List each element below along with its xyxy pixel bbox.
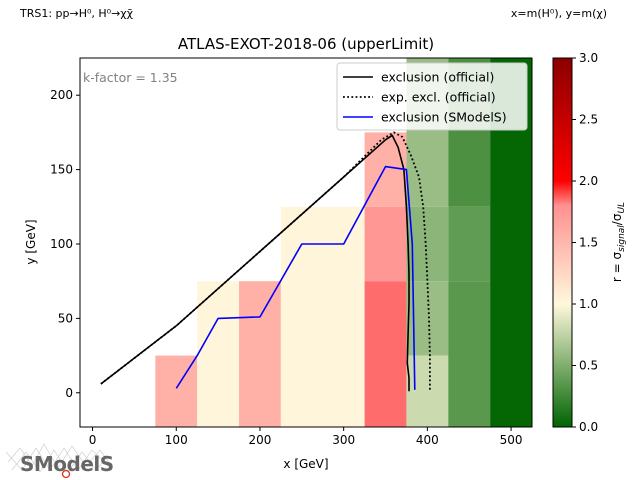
heatmap-cell <box>364 206 407 282</box>
x-tick-label: 200 <box>249 433 272 447</box>
legend: exclusion (official) exp. excl. (officia… <box>336 62 528 131</box>
x-tick-label: 400 <box>416 433 439 447</box>
logo-text: SModelS <box>20 452 114 476</box>
colorbar-ticks: 0.0 0.5 1.0 1.5 2.0 2.5 3.0 <box>572 51 598 434</box>
y-tick-label: 150 <box>50 163 73 177</box>
exclusion-smodels-line <box>175 165 416 390</box>
legend-label-official: exclusion (official) <box>381 70 494 85</box>
legend-label-expected: exp. excl. (official) <box>381 90 496 105</box>
heatmap-cell <box>280 206 365 427</box>
exclusion-curves <box>100 131 431 392</box>
heatmap-cell <box>197 281 240 427</box>
y-tick-label: 100 <box>50 237 73 251</box>
chart-title: ATLAS-EXOT-2018-06 (upperLimit) <box>178 35 434 53</box>
x-axis-ticks: 0 100 200 300 400 500 <box>89 427 523 447</box>
colorbar-tick-label: 0.5 <box>579 359 598 373</box>
x-tick-label: 0 <box>89 433 97 447</box>
axes-note: x=m(H⁰), y=m(χ) <box>511 7 607 20</box>
heatmap-cell <box>448 281 491 427</box>
y-tick-label: 0 <box>65 386 73 400</box>
y-axis-label: y [GeV] <box>24 219 38 264</box>
x-axis-label: x [GeV] <box>283 457 328 471</box>
plot-frame <box>79 57 533 428</box>
exclusion-official-line <box>100 134 410 392</box>
heatmap-cell <box>364 281 407 427</box>
heatmap-cell <box>448 206 491 282</box>
colorbar-tick-label: 1.5 <box>579 236 598 250</box>
logo-mark <box>61 469 71 479</box>
k-factor-annotation: k-factor = 1.35 <box>83 70 178 85</box>
process-label: TRS1: pp→H⁰, H⁰→χχ̄ <box>19 7 134 20</box>
expected-exclusion-line <box>100 131 431 390</box>
legend-box <box>336 62 528 131</box>
colorbar-tick-label: 2.0 <box>579 174 598 188</box>
colorbar-label: r = σsignal/σUL <box>610 202 627 282</box>
smodels-logo: SModelS <box>5 443 114 479</box>
x-tick-label: 500 <box>500 433 523 447</box>
x-tick-label: 100 <box>165 433 188 447</box>
y-axis-ticks: 0 50 100 150 200 <box>50 88 80 400</box>
colorbar-tick-label: 1.0 <box>579 297 598 311</box>
colorbar <box>552 57 573 428</box>
heatmap-cell <box>239 281 281 427</box>
y-tick-label: 200 <box>50 88 73 102</box>
colorbar-tick-label: 0.0 <box>579 420 598 434</box>
colorbar-tick-label: 3.0 <box>579 51 598 65</box>
colorbar-tick-label: 2.5 <box>579 113 598 127</box>
x-tick-label: 300 <box>332 433 355 447</box>
heatmap-cell <box>364 132 407 207</box>
heatmap-cell <box>406 355 449 427</box>
legend-label-smodels: exclusion (SModelS) <box>381 110 507 125</box>
y-tick-label: 50 <box>58 311 73 325</box>
